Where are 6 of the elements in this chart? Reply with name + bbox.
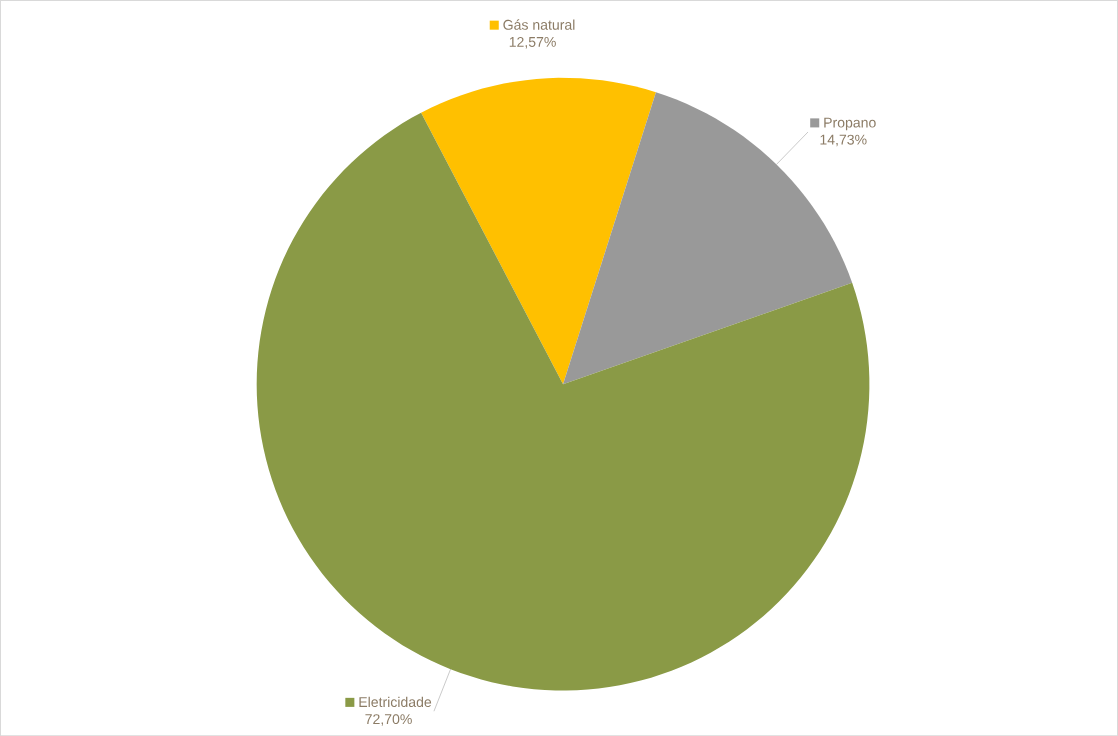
legend-label: Eletricidade <box>359 696 432 707</box>
data-label: 12,57% <box>509 36 556 49</box>
data-label: 14,73% <box>820 134 867 147</box>
legend-label: Propano <box>824 117 876 131</box>
legend-label: Gás natural <box>503 19 575 30</box>
data-label: 72,70% <box>365 714 412 726</box>
